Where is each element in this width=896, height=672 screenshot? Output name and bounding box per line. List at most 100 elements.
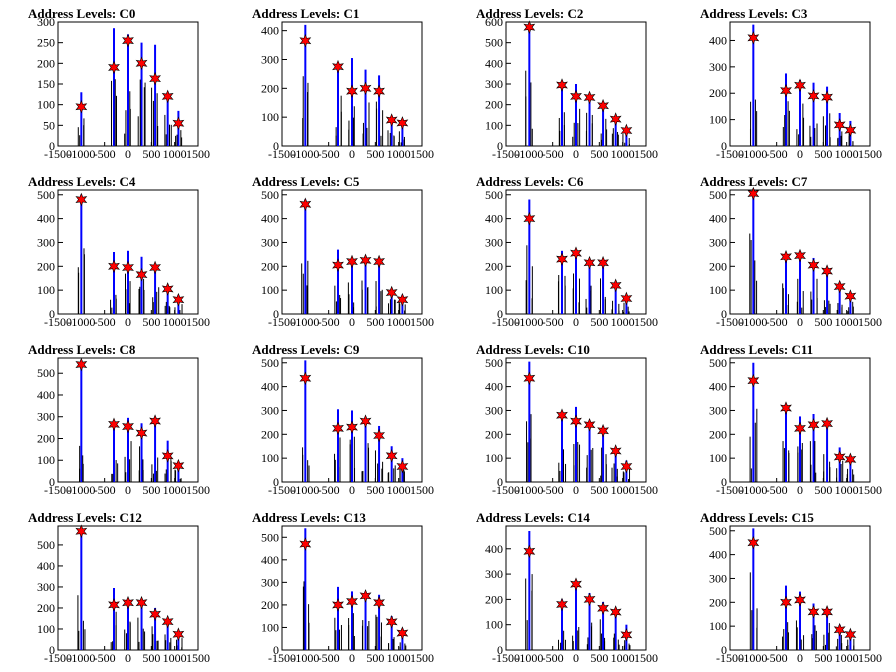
red-star-marker bbox=[172, 627, 185, 642]
x-tick-label: 1500 bbox=[410, 315, 434, 329]
y-tick-label: 400 bbox=[709, 212, 727, 226]
red-star-marker bbox=[583, 417, 596, 432]
x-tick-label: 500 bbox=[366, 483, 384, 497]
histogram-peak bbox=[151, 420, 159, 482]
y-tick-label: 0 bbox=[49, 139, 55, 153]
histogram-peak bbox=[749, 24, 758, 146]
histogram-peak bbox=[77, 194, 85, 314]
y-tick-label: 200 bbox=[485, 98, 503, 112]
red-star-marker bbox=[807, 605, 820, 619]
x-tick-label: 500 bbox=[590, 315, 608, 329]
red-star-marker bbox=[75, 192, 88, 207]
red-star-marker bbox=[75, 99, 88, 114]
y-tick-label: 200 bbox=[37, 259, 55, 273]
histogram-peak bbox=[362, 69, 370, 146]
chart-title: Address Levels: C12 bbox=[28, 510, 142, 525]
x-tick-label: 0 bbox=[349, 651, 355, 665]
x-tick-label: -500 bbox=[542, 651, 564, 665]
y-tick-label: 500 bbox=[37, 188, 55, 202]
histogram-peak bbox=[749, 190, 758, 314]
red-star-marker bbox=[556, 597, 568, 612]
x-tick-label: -1000 bbox=[515, 315, 543, 329]
red-star-marker bbox=[346, 84, 358, 99]
y-tick-label: 200 bbox=[709, 86, 727, 100]
histogram-peak bbox=[348, 58, 355, 146]
histogram-peak bbox=[111, 422, 119, 482]
red-star-marker bbox=[609, 444, 622, 458]
chart-title: Address Levels: C9 bbox=[252, 342, 360, 357]
red-star-marker bbox=[609, 605, 622, 619]
y-tick-label: 200 bbox=[709, 427, 727, 441]
chart-panel-c14: Address Levels: C14 0 100 200 300 400 -1500-10… bbox=[476, 510, 658, 665]
y-tick-label: 0 bbox=[49, 475, 55, 489]
red-star-marker bbox=[620, 459, 633, 474]
red-star-marker bbox=[844, 627, 857, 642]
histogram-peak bbox=[138, 256, 145, 314]
chart-panel-c7: Address Levels: C70100200300400500-1500-… bbox=[700, 174, 882, 329]
y-tick-label: 500 bbox=[37, 538, 55, 552]
y-tick-label: 500 bbox=[709, 524, 727, 538]
red-star-marker bbox=[747, 373, 760, 388]
y-tick-label: 500 bbox=[709, 188, 727, 202]
chart-panel-c13: Address Levels: C13 0 100 200 300 400 500 -1500… bbox=[252, 510, 434, 665]
x-tick-label: -1000 bbox=[67, 651, 95, 665]
x-tick-label: 1000 bbox=[387, 651, 411, 665]
y-tick-label: 150 bbox=[37, 77, 55, 91]
red-star-marker bbox=[161, 89, 174, 104]
y-tick-label: 300 bbox=[261, 52, 279, 66]
red-star-marker bbox=[359, 414, 372, 429]
x-tick-label: -1500 bbox=[492, 483, 520, 497]
y-tick-label: 0 bbox=[497, 643, 503, 657]
x-tick-label: 0 bbox=[125, 483, 131, 497]
y-tick-label: 500 bbox=[261, 356, 279, 370]
histogram-peak bbox=[301, 199, 309, 314]
chart-panel-c9: Address Levels: C90100200300400500-1500-… bbox=[252, 342, 434, 497]
x-tick-label: -500 bbox=[542, 147, 564, 161]
red-star-marker bbox=[299, 371, 312, 386]
histogram-peak bbox=[782, 585, 789, 650]
red-star-marker bbox=[807, 258, 820, 272]
y-tick-label: 300 bbox=[261, 235, 279, 249]
red-star-marker bbox=[780, 83, 792, 98]
x-tick-label: 1500 bbox=[858, 147, 882, 161]
red-star-marker bbox=[108, 259, 120, 274]
y-tick-label: 400 bbox=[485, 212, 503, 226]
y-tick-label: 100 bbox=[485, 451, 503, 465]
histogram-peak bbox=[152, 266, 160, 314]
y-tick-label: 300 bbox=[261, 575, 279, 589]
red-star-marker bbox=[794, 78, 806, 93]
x-tick-label: 0 bbox=[573, 147, 579, 161]
red-star-marker bbox=[299, 537, 312, 551]
red-star-marker bbox=[149, 71, 161, 86]
red-star-marker bbox=[385, 614, 398, 629]
y-tick-label: 400 bbox=[485, 56, 503, 70]
red-star-marker bbox=[149, 414, 161, 428]
histogram-peak bbox=[782, 73, 790, 146]
red-star-marker bbox=[385, 285, 398, 300]
x-tick-label: 500 bbox=[590, 483, 608, 497]
x-tick-label: -1000 bbox=[515, 483, 543, 497]
y-tick-label: 200 bbox=[37, 56, 55, 70]
x-tick-label: -1000 bbox=[739, 483, 767, 497]
red-star-marker bbox=[570, 414, 582, 429]
x-tick-label: -1000 bbox=[67, 147, 95, 161]
y-tick-label: 200 bbox=[37, 431, 55, 445]
y-tick-label: 100 bbox=[37, 283, 55, 297]
y-tick-label: 400 bbox=[485, 380, 503, 394]
red-star-marker bbox=[332, 421, 344, 436]
x-tick-label: -1000 bbox=[291, 651, 319, 665]
red-star-marker bbox=[597, 423, 609, 438]
x-tick-label: -500 bbox=[94, 483, 116, 497]
histogram-peak bbox=[334, 586, 342, 650]
x-tick-label: 500 bbox=[142, 147, 160, 161]
x-tick-label: -1500 bbox=[44, 315, 72, 329]
x-tick-label: 0 bbox=[573, 483, 579, 497]
x-tick-label: -500 bbox=[766, 147, 788, 161]
histogram-peak bbox=[782, 405, 790, 482]
red-star-marker bbox=[620, 627, 633, 642]
chart-panel-c10: Address Levels: C10 0 100 200 300 400 500 -1500… bbox=[476, 342, 658, 497]
x-tick-label: 1000 bbox=[163, 147, 187, 161]
x-tick-label: -1500 bbox=[492, 147, 520, 161]
x-tick-label: 1500 bbox=[410, 483, 434, 497]
histogram-peak bbox=[77, 528, 86, 650]
